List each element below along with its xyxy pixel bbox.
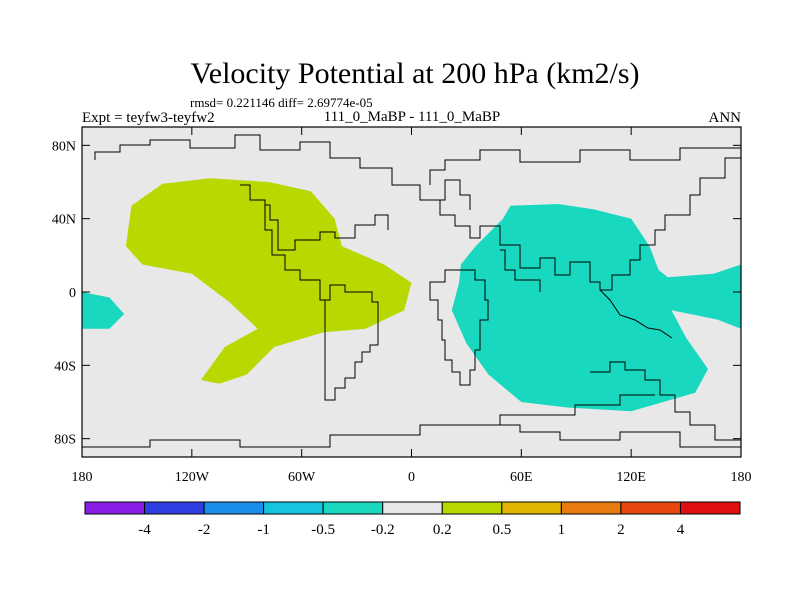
region-positive-anomaly-americas [125,178,412,384]
coastline-north-america [94,134,410,186]
colorbar: -4 -2 -1 -0.5 -0.2 0.2 0.5 1 2 4 [84,501,741,538]
colorbar-label: -4 [138,522,151,538]
coastlines [82,134,741,448]
coastline-antarctica-east [500,424,741,448]
y-axis: 80N 40N 0 40S 80S [52,139,741,448]
coastline-scandinavia [435,179,471,210]
colorbar-swatch [501,501,562,515]
colorbar-swatch [144,501,205,515]
colorbar-swatch [382,501,443,515]
coastline-australia [590,361,741,441]
x-tick-label: 60W [288,470,316,485]
experiment-label: Expt = teyfw3-teyfw2 [82,110,215,126]
y-tick-label: 0 [69,286,76,301]
x-tick-label: 180 [72,470,93,485]
x-axis: 180 120W 60W 0 60E 120E 180 [72,127,752,485]
case-label: 111_0_MaBP - 111_0_MaBP [324,109,500,125]
coastline-southeast-asia [599,289,673,339]
y-tick-label: 40S [54,359,76,374]
colorbar-swatch [263,501,324,515]
colorbar-swatch [679,501,741,515]
coastline-americas-east [265,204,389,251]
colorbar-swatch [322,501,384,515]
colorbar-label: 0.5 [492,522,511,538]
x-tick-label: 120E [616,470,646,485]
colorbar-swatch [203,501,265,515]
chart-title: Velocity Potential at 200 hPa (km2/s) [190,57,639,90]
colorbar-swatch [560,501,622,515]
colorbar-swatch [620,501,681,515]
y-tick-label: 40N [52,213,76,228]
y-tick-label: 80N [52,139,76,154]
region-negative-anomaly-dateline [82,292,125,329]
colorbar-label: -1 [257,522,270,538]
colorbar-swatch [84,501,146,515]
coastline-americas-west [240,184,326,380]
colorbar-label: 2 [617,522,625,538]
colorbar-label: 0.2 [433,522,452,538]
coastline-africa [429,269,489,386]
x-tick-label: 180 [731,470,752,485]
coastline-arabia-india [500,249,541,292]
colorbar-label: 1 [558,522,566,538]
colorbar-label: -0.5 [311,522,335,538]
y-tick-label: 80S [54,433,76,448]
x-tick-label: 0 [408,470,415,485]
coastline-asia-north [429,147,741,185]
colorbar-swatch [441,501,503,515]
coastline-eurasia [410,157,741,291]
coastline-antarctica [82,394,655,448]
colorbar-label: 4 [677,522,685,538]
x-tick-label: 120W [175,470,210,485]
anomaly-regions [82,178,741,412]
x-tick-label: 60E [510,470,533,485]
stats-label: rmsd= 0.221146 diff= 2.69774e-05 [190,95,373,110]
coastline-south-america [324,284,379,401]
season-label: ANN [709,110,742,126]
region-negative-anomaly-eastern [451,204,741,412]
colorbar-label: -2 [198,522,211,538]
colorbar-label: -0.2 [371,522,395,538]
